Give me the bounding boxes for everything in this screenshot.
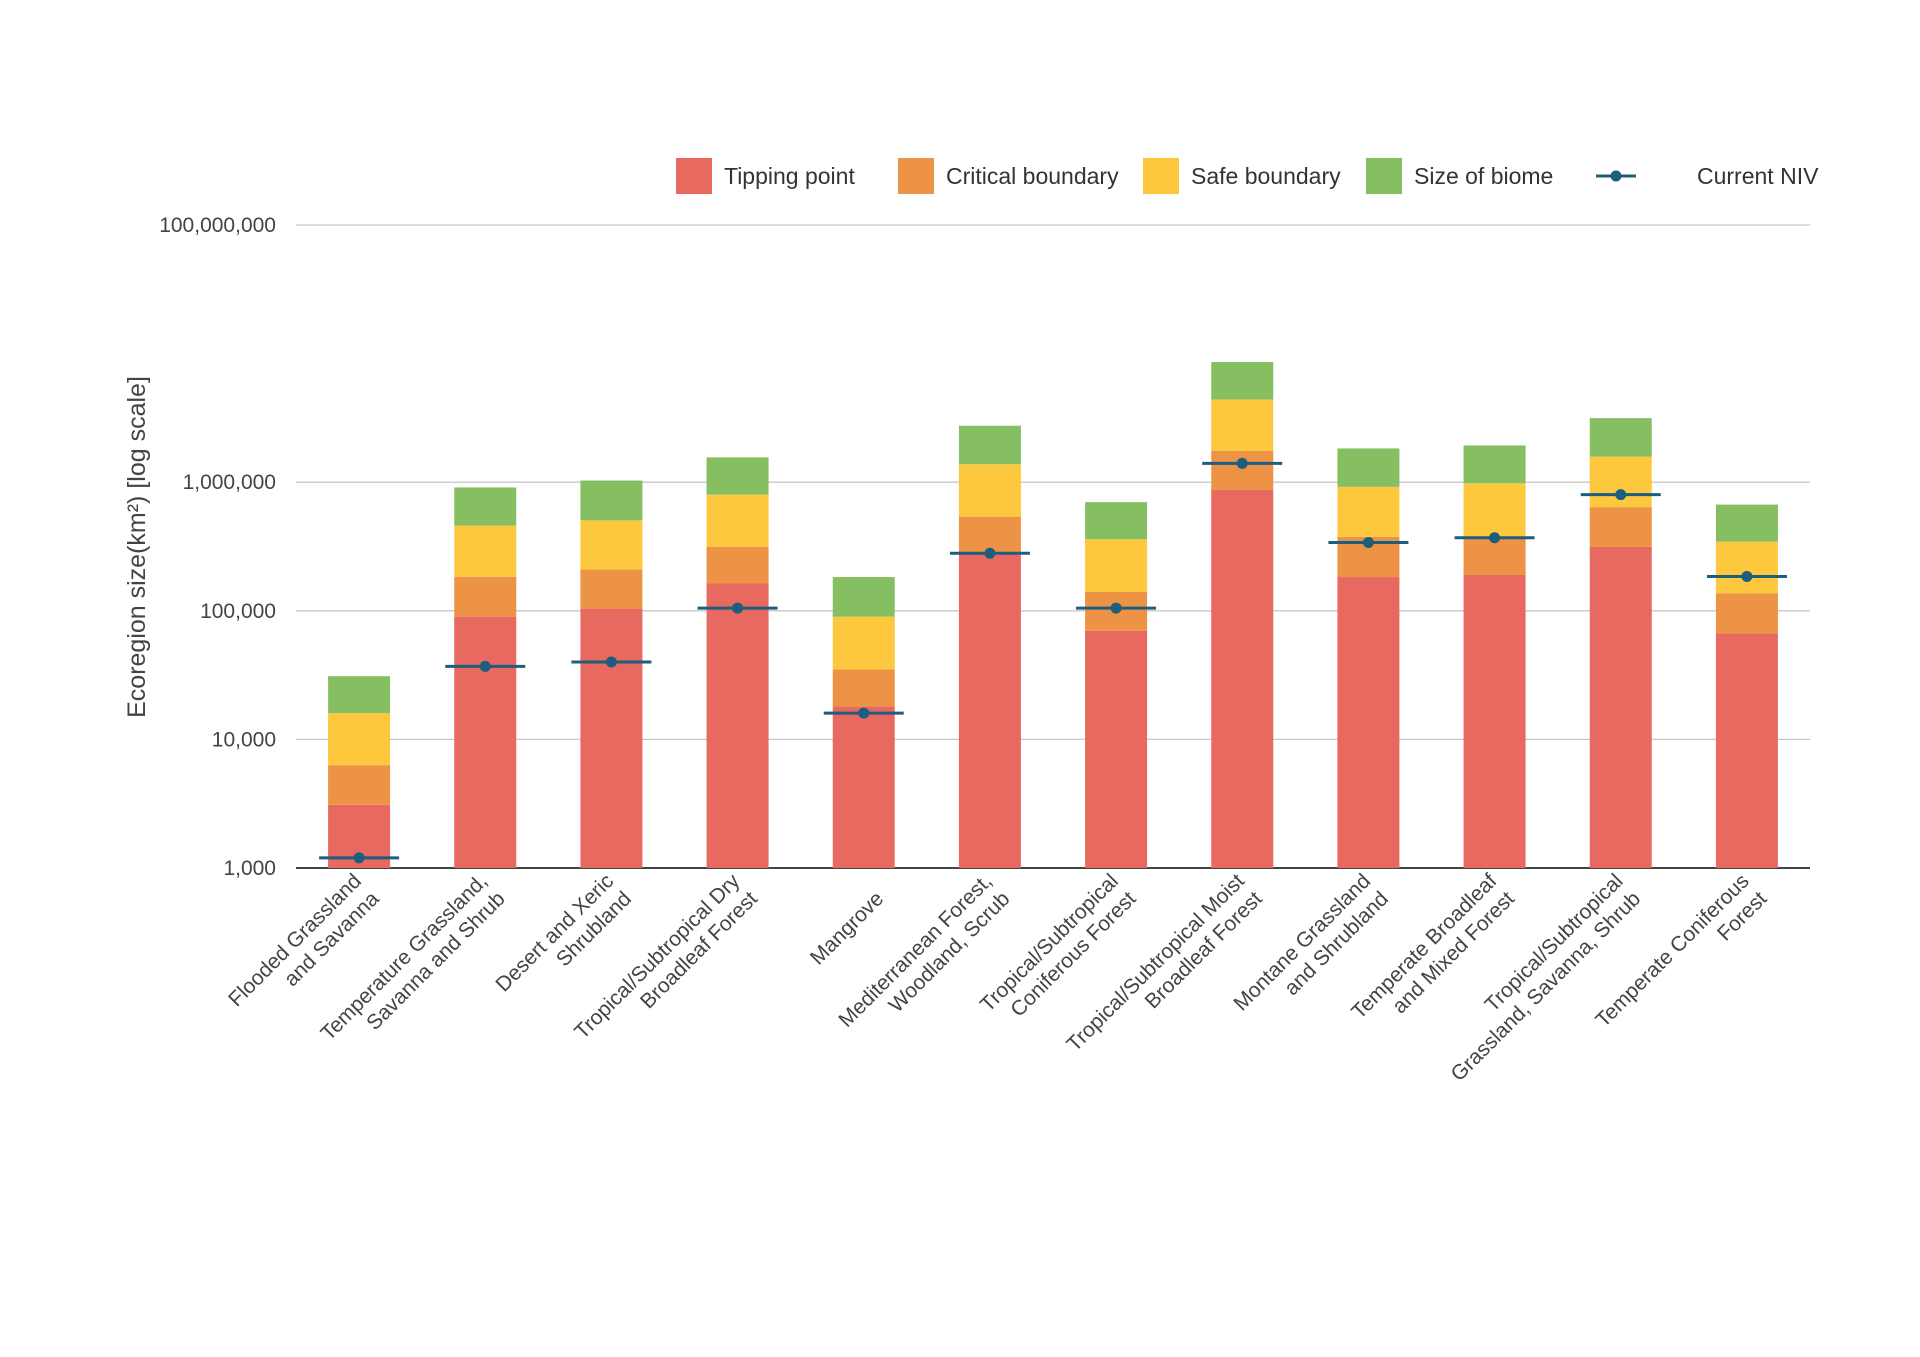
niv-point (479, 660, 491, 672)
y-tick-label: 100,000,000 (159, 214, 276, 237)
y-tick-label: 10,000 (212, 728, 276, 751)
bar-segment-critical-boundary (706, 546, 769, 584)
niv-point (858, 707, 870, 719)
bar-segment-size-of-biome (328, 676, 391, 714)
bar-segment-size-of-biome (1463, 445, 1526, 484)
bar-segment-size-of-biome (706, 457, 769, 495)
bar-segment-critical-boundary (1589, 507, 1652, 547)
bar-segment-safe-boundary (1715, 541, 1778, 594)
niv-point (984, 547, 996, 559)
bar-segment-safe-boundary (1337, 486, 1400, 537)
niv-point (1236, 457, 1248, 469)
legend-niv-point (1610, 170, 1622, 182)
y-tick-label: 100,000 (200, 600, 276, 623)
bar-segment-tipping-point (706, 583, 769, 868)
bar-segment-size-of-biome (580, 480, 643, 521)
bar-segment-tipping-point (1085, 630, 1148, 868)
bar-segment-size-of-biome (1211, 362, 1274, 400)
bar-segment-tipping-point (1589, 546, 1652, 868)
category-label-line: Mediterranean Forest, (834, 870, 996, 1032)
niv-point (1362, 536, 1374, 548)
bar-segment-tipping-point (454, 616, 517, 868)
y-tick-labels: 1,000 10,000 100,000 1,000,000 100,000,000 (159, 214, 276, 880)
y-tick-label: 1,000 (223, 857, 276, 880)
bar-segment-tipping-point (1211, 489, 1274, 868)
bar-segment-size-of-biome (958, 425, 1021, 465)
legend-label: Safe boundary (1191, 163, 1341, 189)
bar-segment-safe-boundary (1211, 399, 1274, 451)
bar-segment-tipping-point (1337, 577, 1400, 868)
legend: Tipping point Critical boundary Safe bound… (676, 158, 1819, 194)
bar-segment-tipping-point (958, 554, 1021, 868)
bar-segment-size-of-biome (454, 487, 517, 526)
bars (328, 362, 1778, 868)
niv-point (1489, 532, 1501, 544)
bar-segment-critical-boundary (454, 576, 517, 617)
bar-segment-safe-boundary (1085, 539, 1148, 593)
legend-label: Current NIV (1697, 163, 1819, 189)
legend-label: Tipping point (724, 163, 855, 189)
niv-point (732, 602, 744, 614)
bar-segment-safe-boundary (832, 616, 895, 670)
bar-segment-critical-boundary (328, 765, 391, 805)
y-axis-title: Ecoregion size(km²) [log scale] (123, 376, 151, 718)
niv-point (1110, 602, 1122, 614)
bar-segment-safe-boundary (706, 494, 769, 547)
legend-swatch (1366, 158, 1402, 194)
grid-lines (296, 224, 1810, 869)
niv-point (605, 656, 617, 668)
bar-segment-tipping-point (1463, 574, 1526, 868)
bar-segment-size-of-biome (1085, 502, 1148, 540)
bar-segment-safe-boundary (958, 464, 1021, 517)
bar-segment-size-of-biome (1337, 448, 1400, 487)
bar-segment-safe-boundary (328, 713, 391, 766)
bar-segment-tipping-point (832, 706, 895, 868)
bar-segment-critical-boundary (1715, 593, 1778, 634)
bar-segment-size-of-biome (832, 577, 895, 617)
category-label: Mangrove (806, 887, 888, 969)
niv-point (353, 852, 365, 864)
current-niv-markers (319, 457, 1787, 864)
category-label-line: Mangrove (806, 887, 888, 969)
bar-segment-critical-boundary (832, 669, 895, 707)
niv-point (1741, 570, 1753, 582)
bar-segment-size-of-biome (1589, 418, 1652, 457)
bar-segment-tipping-point (1715, 633, 1778, 868)
y-tick-label: 1,000,000 (183, 471, 276, 494)
legend-swatch (1143, 158, 1179, 194)
legend-label: Size of biome (1414, 163, 1553, 189)
bar-segment-safe-boundary (580, 520, 643, 570)
bar-segment-critical-boundary (1211, 450, 1274, 490)
niv-point (1615, 489, 1627, 501)
bar-segment-safe-boundary (1463, 483, 1526, 537)
legend-label: Critical boundary (946, 163, 1119, 189)
legend-swatch (676, 158, 712, 194)
bar-segment-size-of-biome (1715, 504, 1778, 542)
legend-swatch (898, 158, 934, 194)
bar-segment-critical-boundary (580, 569, 643, 609)
bar-segment-tipping-point (580, 608, 643, 868)
bar-segment-safe-boundary (454, 525, 517, 577)
